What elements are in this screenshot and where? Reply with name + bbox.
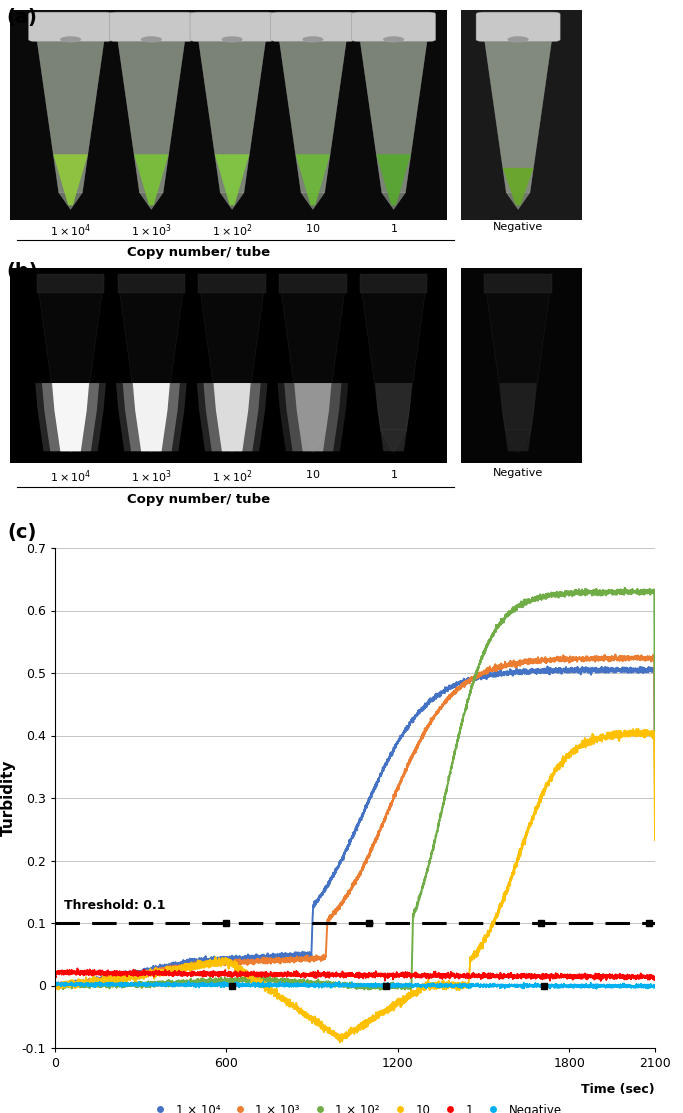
- Bar: [279, 274, 346, 294]
- Polygon shape: [204, 383, 261, 451]
- Bar: [199, 274, 266, 294]
- FancyBboxPatch shape: [352, 12, 436, 41]
- Polygon shape: [499, 383, 537, 451]
- Ellipse shape: [507, 37, 529, 42]
- FancyBboxPatch shape: [109, 12, 193, 41]
- Polygon shape: [199, 39, 266, 193]
- Ellipse shape: [141, 37, 162, 42]
- Polygon shape: [117, 39, 185, 193]
- Polygon shape: [284, 383, 342, 451]
- Text: Negative: Negative: [493, 467, 543, 477]
- Text: (c): (c): [8, 523, 37, 542]
- Polygon shape: [300, 430, 326, 453]
- Ellipse shape: [303, 37, 324, 42]
- Polygon shape: [58, 430, 83, 453]
- Polygon shape: [123, 383, 180, 451]
- Text: $1\times10^3$: $1\times10^3$: [130, 467, 172, 484]
- Bar: [10, 10, 447, 220]
- Polygon shape: [484, 39, 552, 193]
- Polygon shape: [133, 383, 170, 451]
- Polygon shape: [279, 39, 346, 193]
- Polygon shape: [53, 155, 88, 205]
- Text: Threshold: 0.1: Threshold: 0.1: [64, 899, 165, 912]
- Polygon shape: [42, 383, 99, 451]
- Bar: [461, 10, 582, 220]
- Polygon shape: [134, 155, 169, 205]
- Polygon shape: [381, 430, 406, 453]
- Polygon shape: [296, 155, 330, 205]
- Polygon shape: [214, 383, 251, 451]
- Bar: [461, 268, 582, 463]
- Text: $1\times10^2$: $1\times10^2$: [212, 467, 253, 484]
- Polygon shape: [279, 278, 346, 430]
- Polygon shape: [37, 278, 104, 430]
- Polygon shape: [117, 278, 185, 430]
- Bar: [10, 268, 447, 463]
- Polygon shape: [199, 278, 266, 430]
- Polygon shape: [360, 39, 428, 193]
- Polygon shape: [376, 155, 411, 205]
- Text: Copy number/ tube: Copy number/ tube: [127, 493, 270, 505]
- Polygon shape: [139, 430, 164, 453]
- Bar: [484, 274, 552, 294]
- Polygon shape: [197, 383, 268, 451]
- Text: $10$: $10$: [305, 221, 320, 234]
- Text: $1\times10^4$: $1\times10^4$: [50, 221, 92, 238]
- Polygon shape: [59, 193, 83, 209]
- Text: $10$: $10$: [305, 467, 320, 480]
- Bar: [117, 274, 185, 294]
- Polygon shape: [294, 383, 331, 451]
- Ellipse shape: [221, 37, 242, 42]
- Polygon shape: [52, 383, 89, 451]
- Polygon shape: [382, 193, 406, 209]
- Polygon shape: [503, 168, 533, 205]
- Polygon shape: [375, 383, 412, 451]
- Y-axis label: Turbidity: Turbidity: [1, 760, 16, 836]
- Polygon shape: [37, 39, 104, 193]
- FancyBboxPatch shape: [270, 12, 355, 41]
- FancyBboxPatch shape: [190, 12, 274, 41]
- FancyBboxPatch shape: [476, 12, 560, 41]
- Ellipse shape: [60, 37, 81, 42]
- Polygon shape: [277, 383, 348, 451]
- Polygon shape: [219, 430, 245, 453]
- Text: $1\times10^4$: $1\times10^4$: [50, 467, 92, 484]
- Bar: [37, 274, 104, 294]
- Text: $1$: $1$: [389, 221, 398, 234]
- Legend: 1 × 10⁴, 1 × 10³, 1 × 10², 10, 1, Negative: 1 × 10⁴, 1 × 10³, 1 × 10², 10, 1, Negati…: [143, 1099, 566, 1113]
- Ellipse shape: [383, 37, 404, 42]
- Polygon shape: [221, 193, 244, 209]
- Polygon shape: [301, 193, 324, 209]
- Text: Time (sec): Time (sec): [581, 1083, 655, 1096]
- Text: $1\times10^2$: $1\times10^2$: [212, 221, 253, 238]
- Text: Negative: Negative: [493, 221, 543, 232]
- Text: (a): (a): [7, 8, 38, 27]
- Polygon shape: [484, 278, 552, 430]
- Polygon shape: [360, 278, 428, 430]
- Text: (b): (b): [7, 262, 38, 280]
- Polygon shape: [139, 193, 163, 209]
- Text: $1\times10^3$: $1\times10^3$: [130, 221, 172, 238]
- Polygon shape: [215, 155, 249, 205]
- Bar: [360, 274, 428, 294]
- Text: Copy number/ tube: Copy number/ tube: [127, 246, 270, 258]
- FancyBboxPatch shape: [29, 12, 113, 41]
- Polygon shape: [505, 430, 531, 453]
- Polygon shape: [506, 193, 530, 209]
- Polygon shape: [116, 383, 186, 451]
- Text: $1$: $1$: [389, 467, 398, 480]
- Polygon shape: [36, 383, 106, 451]
